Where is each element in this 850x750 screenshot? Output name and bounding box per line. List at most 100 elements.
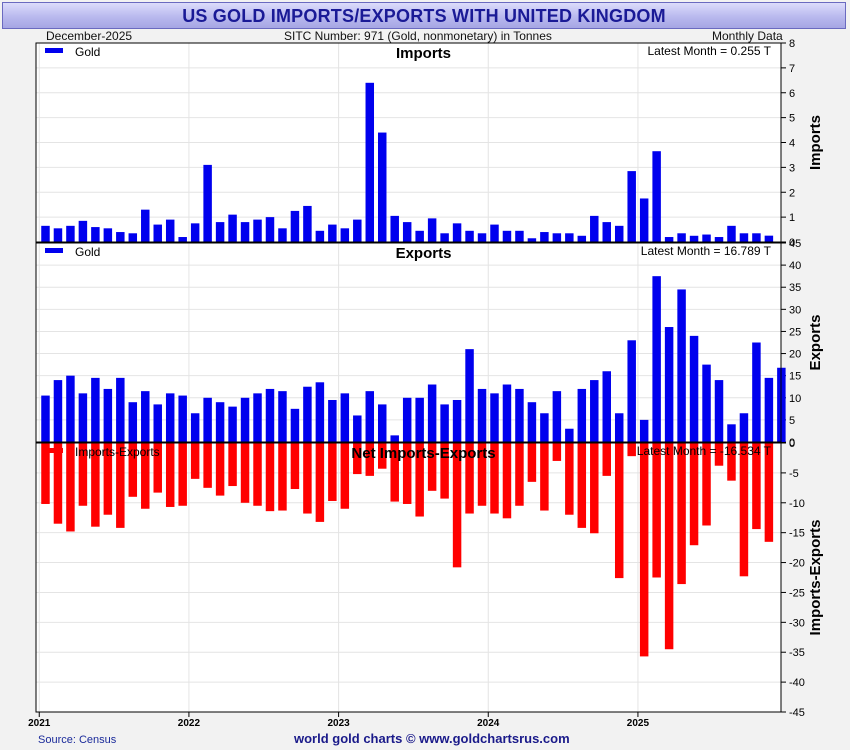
- exports-bar: [128, 402, 138, 442]
- net-bar: [639, 443, 649, 657]
- frequency-label: Monthly Data: [712, 29, 783, 43]
- imports-bar: [427, 218, 437, 242]
- imports-bar: [328, 224, 337, 242]
- imports-ytick-label: 0: [789, 237, 795, 249]
- imports-bar: [303, 205, 312, 242]
- exports-bar: [627, 340, 636, 442]
- exports-bar: [290, 408, 300, 442]
- imports-ytick-label: 6: [789, 88, 795, 100]
- net-bar: [353, 443, 362, 475]
- net-bar: [265, 443, 275, 512]
- net-bar: [66, 443, 75, 532]
- net-bar: [378, 443, 387, 469]
- imports-bar: [727, 225, 736, 242]
- net-bar: [664, 443, 674, 650]
- exports-bar: [215, 402, 225, 442]
- imports-bar: [490, 224, 499, 242]
- net-bar: [153, 443, 162, 493]
- exports-ytick-label: 10: [789, 393, 801, 405]
- exports-bar: [652, 276, 661, 442]
- net-bar: [116, 443, 125, 528]
- imports-bar: [116, 232, 125, 242]
- imports-bar: [253, 219, 262, 242]
- imports-bar: [203, 164, 212, 242]
- imports-bar: [278, 228, 287, 242]
- exports-bar: [502, 384, 512, 442]
- net-bar: [490, 443, 499, 514]
- exports-bar: [465, 349, 474, 442]
- exports-bar: [365, 391, 375, 442]
- exports-bar: [66, 375, 75, 442]
- net-bar: [178, 443, 187, 506]
- net-bar: [565, 443, 574, 515]
- exports-bar: [190, 413, 200, 442]
- net-bar: [764, 443, 774, 542]
- exports-bar: [602, 371, 611, 442]
- exports-bar: [378, 404, 387, 442]
- net-bar: [340, 443, 350, 509]
- source-label: Source: Census: [38, 734, 117, 746]
- imports-bar: [315, 230, 325, 242]
- exports-panel-title: Exports: [396, 245, 452, 262]
- exports-latest-label: Latest Month = 16.789 T: [641, 244, 772, 258]
- exports-ylabel: Exports: [807, 315, 824, 371]
- net-bar: [278, 443, 287, 511]
- year-tick-label: 2023: [327, 718, 350, 729]
- net-bar: [141, 443, 150, 509]
- exports-bar: [689, 335, 699, 442]
- imports-bar: [540, 232, 549, 242]
- exports-bar: [353, 415, 362, 442]
- exports-ytick-label: 25: [789, 326, 801, 338]
- net-bar: [203, 443, 212, 488]
- net-bar: [253, 443, 262, 506]
- exports-bar: [664, 327, 674, 442]
- net-bar: [702, 443, 711, 526]
- imports-latest-label: Latest Month = 0.255 T: [647, 44, 771, 58]
- net-ytick-label: 0: [789, 438, 795, 450]
- imports-ytick-label: 7: [789, 63, 795, 75]
- net-bar: [689, 443, 699, 546]
- net-bar: [590, 443, 599, 534]
- net-ytick-label: -35: [789, 647, 805, 659]
- imports-bar: [714, 237, 724, 242]
- exports-bar: [639, 419, 649, 442]
- exports-bar: [415, 397, 424, 442]
- exports-bar: [727, 424, 736, 442]
- net-bar: [165, 443, 175, 507]
- exports-bar: [240, 397, 250, 442]
- imports-bar: [153, 224, 162, 242]
- imports-bar: [764, 235, 774, 242]
- imports-ytick-label: 8: [789, 38, 795, 50]
- exports-bar: [527, 402, 537, 442]
- net-bar: [552, 443, 562, 461]
- net-bar: [190, 443, 200, 479]
- imports-ytick-label: 3: [789, 162, 795, 174]
- net-ytick-label: -10: [789, 498, 805, 510]
- exports-ytick-label: 40: [789, 260, 801, 272]
- exports-bar: [440, 404, 449, 442]
- exports-bar: [764, 377, 774, 442]
- imports-bar: [477, 233, 487, 242]
- imports-bar: [552, 233, 562, 242]
- chart-title: US GOLD IMPORTS/EXPORTS WITH UNITED KING…: [182, 6, 666, 26]
- imports-bar: [66, 225, 75, 242]
- net-ytick-label: -5: [789, 468, 799, 480]
- net-bar: [502, 443, 512, 519]
- net-bar: [515, 443, 524, 506]
- exports-bar: [153, 404, 162, 442]
- net-bar: [677, 443, 686, 585]
- net-ytick-label: -30: [789, 617, 805, 629]
- net-bar: [577, 443, 587, 528]
- exports-bar: [590, 380, 599, 442]
- imports-panel-frame: [35, 42, 782, 243]
- exports-ytick-label: 35: [789, 282, 801, 294]
- exports-bar: [477, 388, 487, 442]
- imports-ylabel: Imports: [807, 115, 824, 170]
- exports-bar: [165, 393, 175, 442]
- year-tick-label: 2025: [627, 718, 650, 729]
- imports-ytick-label: 1: [789, 212, 795, 224]
- net-ytick-label: -20: [789, 558, 805, 570]
- exports-bar: [116, 377, 125, 442]
- net-latest-label: Latest Month = -16.534 T: [637, 444, 772, 458]
- exports-bar: [228, 406, 237, 442]
